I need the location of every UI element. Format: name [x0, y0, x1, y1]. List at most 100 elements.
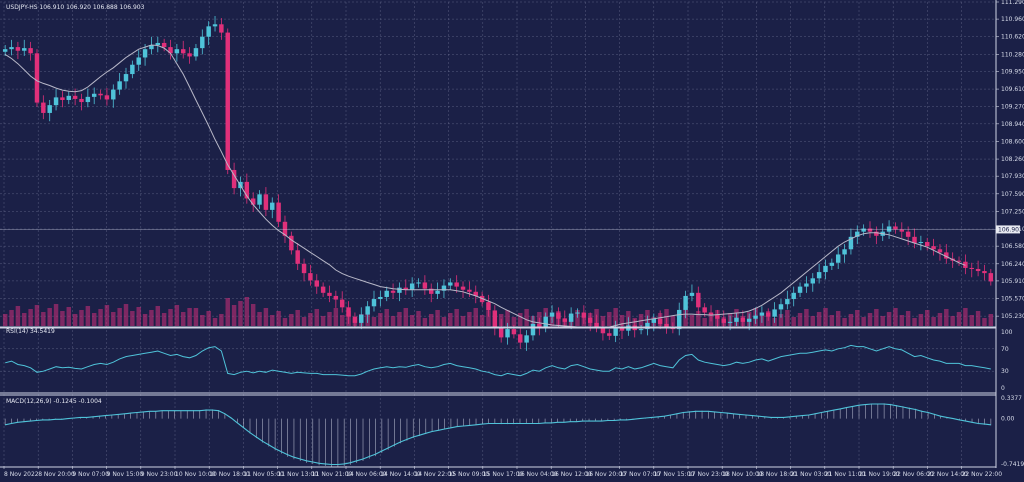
volume-bar — [429, 314, 434, 326]
volume-bar — [441, 317, 447, 326]
candle-body — [168, 47, 173, 54]
candle-body — [333, 295, 339, 300]
candle-body — [594, 322, 599, 328]
moving-average-line — [4, 44, 966, 329]
x-tick-label: 14 Nov 22:00 — [414, 471, 455, 478]
volume-bar — [263, 308, 269, 326]
candle-body — [702, 307, 707, 313]
candle-body — [734, 317, 739, 322]
candle-body — [511, 329, 517, 335]
volume-bar — [270, 315, 275, 326]
macd-tick-label: 0.3377 — [1001, 395, 1022, 402]
x-tick-label: 15 Nov 09:00 — [449, 471, 490, 478]
candle-body — [988, 273, 994, 282]
y-tick-label: 108.260 — [1001, 156, 1024, 163]
candle-body — [797, 286, 803, 293]
y-tick-label: 110.960 — [1001, 16, 1024, 23]
volume-bar — [149, 310, 154, 326]
rsi-line — [5, 344, 991, 377]
volume-bar — [524, 309, 529, 326]
volume-bar — [575, 310, 580, 326]
volume-bar — [689, 315, 695, 326]
x-tick-label: 10 Nov 18:00 — [209, 471, 250, 478]
volume-bar — [931, 317, 936, 326]
candle-body — [492, 310, 498, 328]
x-tick-label: 17 Nov 15:00 — [654, 471, 695, 478]
volume-bar — [670, 316, 676, 326]
volume-bar — [206, 311, 211, 326]
candle-body — [435, 290, 440, 294]
volume-bar — [66, 307, 71, 326]
candle-body — [549, 312, 555, 317]
volume-bar — [111, 312, 116, 326]
candle-body — [772, 309, 777, 317]
candle-body — [498, 327, 504, 338]
volume-bar — [613, 308, 618, 326]
volume-bar — [276, 311, 281, 326]
candle-body — [829, 262, 835, 266]
candle-body — [352, 316, 358, 323]
candle-body — [899, 229, 905, 232]
candle-body — [225, 32, 230, 170]
candle-body — [9, 47, 14, 50]
volume-bar — [308, 313, 313, 326]
y-tick-label: 111.290 — [1001, 0, 1024, 6]
candle-body — [200, 36, 205, 49]
candle-body — [543, 316, 548, 329]
volume-bar — [893, 308, 898, 326]
candle-body — [810, 278, 815, 284]
candle-body — [301, 263, 307, 274]
volume-bar — [835, 311, 841, 326]
candle-body — [212, 24, 218, 27]
candle-body — [250, 198, 256, 205]
x-tick-label: 11 Nov 05:00 — [243, 471, 284, 478]
candle-body — [556, 312, 561, 319]
candle-body — [206, 26, 211, 37]
volume-bar — [397, 312, 402, 326]
x-tick-label: 14 Nov 06:00 — [346, 471, 387, 478]
macd-header: MACD(12,26,9) -0.1245 -0.1004 — [6, 398, 102, 405]
volume-bar — [47, 308, 52, 326]
candle-body — [91, 93, 97, 97]
volume-bar — [212, 318, 218, 326]
volume-bar — [98, 309, 103, 326]
volume-bar — [486, 311, 491, 326]
candle-body — [72, 95, 78, 99]
candle-body — [645, 322, 650, 330]
candle-body — [276, 202, 281, 222]
x-tick-label: 8 Nov 2022 — [4, 471, 39, 478]
candle-body — [41, 102, 46, 113]
volume-bar — [91, 313, 97, 326]
candle-body — [409, 283, 415, 290]
x-tick-label: 22 Nov 14:00 — [927, 471, 968, 478]
candle-body — [123, 74, 129, 82]
volume-bar — [142, 314, 148, 326]
candle-body — [619, 328, 625, 331]
candle-body — [835, 254, 841, 263]
volume-bar — [969, 315, 974, 326]
x-tick-label: 10 Nov 10:00 — [175, 471, 216, 478]
volume-bar — [60, 311, 65, 326]
candle-body — [111, 89, 116, 100]
candle-body — [759, 312, 765, 316]
candle-body — [766, 312, 771, 317]
volume-bar — [28, 309, 33, 326]
candle-body — [22, 48, 27, 51]
candle-body — [969, 267, 974, 269]
candle-body — [912, 236, 917, 244]
y-tick-label: 109.610 — [1001, 86, 1024, 93]
candle-body — [346, 307, 351, 317]
x-tick-label: 16 Nov 20:00 — [585, 471, 626, 478]
candle-body — [575, 312, 580, 314]
candle-body — [600, 327, 606, 334]
candle-body — [28, 48, 33, 54]
x-tick-label: 21 Nov 03:00 — [791, 471, 832, 478]
candle-body — [842, 249, 847, 255]
candle-body — [448, 282, 453, 286]
candle-body — [155, 42, 161, 46]
price-header: USDJPY-HS 106.910 106.920 106.888 106.90… — [6, 4, 145, 11]
candle-body — [257, 194, 262, 205]
candle-body — [518, 334, 523, 343]
